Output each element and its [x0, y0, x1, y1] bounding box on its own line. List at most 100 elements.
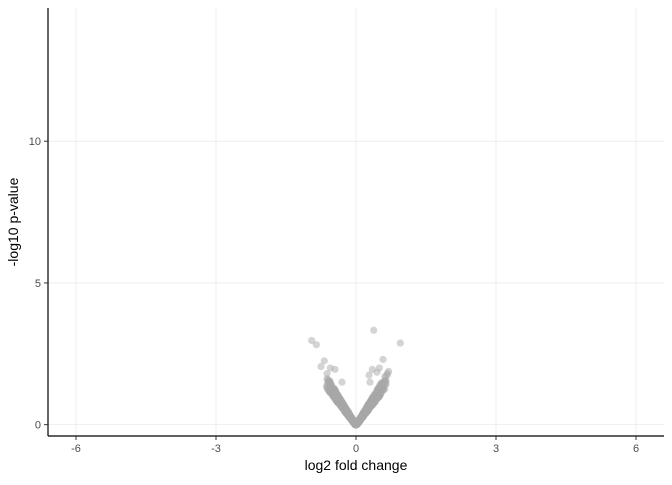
data-point	[333, 393, 342, 401]
data-point	[362, 403, 371, 412]
data-point	[360, 408, 368, 417]
data-point	[365, 405, 373, 414]
data-point	[360, 410, 369, 418]
data-point	[364, 404, 372, 413]
data-point	[372, 390, 380, 398]
data-point	[355, 417, 363, 425]
data-point	[346, 412, 354, 420]
data-point	[352, 421, 361, 429]
data-point	[370, 393, 378, 401]
data-point	[362, 404, 370, 413]
data-point	[325, 386, 334, 394]
data-point	[351, 421, 360, 429]
data-point	[327, 380, 335, 388]
data-point	[360, 410, 368, 418]
data-point	[349, 416, 357, 424]
data-point	[379, 381, 387, 389]
data-point	[333, 392, 341, 400]
data-point	[379, 379, 387, 387]
data-point	[357, 414, 365, 422]
data-point	[366, 402, 374, 411]
data-point	[353, 420, 361, 428]
data-point	[361, 410, 369, 418]
data-point	[328, 388, 336, 396]
data-point	[332, 390, 340, 398]
data-point	[352, 421, 360, 429]
data-point	[364, 404, 373, 412]
data-point	[352, 421, 360, 429]
data-point	[373, 388, 381, 396]
data-point	[346, 414, 354, 422]
data-point	[329, 389, 337, 398]
data-point	[356, 415, 364, 424]
data-point	[344, 408, 352, 416]
data-point	[369, 396, 377, 404]
data-point	[339, 402, 348, 410]
data-point	[347, 413, 355, 422]
data-point	[338, 402, 347, 410]
data-point	[370, 399, 378, 407]
data-point	[342, 407, 350, 415]
data-point	[368, 397, 376, 405]
data-point	[343, 410, 352, 418]
data-point	[336, 398, 344, 406]
data-point	[351, 420, 359, 428]
data-point	[333, 396, 341, 404]
data-point	[352, 421, 360, 429]
data-point	[342, 408, 350, 416]
data-point	[356, 416, 364, 425]
data-point	[338, 403, 346, 411]
data-point	[355, 417, 363, 425]
data-point	[333, 398, 341, 406]
data-point	[352, 421, 360, 429]
data-point	[334, 396, 342, 404]
data-point	[363, 406, 371, 414]
data-point	[343, 410, 351, 418]
data-point	[334, 397, 342, 405]
data-point	[369, 400, 377, 408]
data-point	[362, 406, 370, 414]
data-point	[372, 395, 380, 403]
data-point	[349, 418, 357, 426]
data-point	[367, 396, 375, 405]
data-point	[375, 389, 383, 397]
data-point	[329, 386, 337, 394]
data-point	[356, 415, 364, 424]
data-point	[365, 403, 373, 412]
data-point	[334, 397, 342, 405]
data-point	[351, 420, 359, 428]
data-point	[379, 379, 387, 387]
data-point	[367, 399, 376, 407]
data-point	[364, 403, 373, 411]
data-point	[354, 419, 362, 427]
data-point	[350, 420, 359, 428]
data-point	[373, 385, 381, 394]
data-point	[349, 418, 357, 427]
data-point	[341, 407, 350, 415]
data-point	[336, 395, 344, 404]
data-point	[370, 399, 378, 407]
data-point	[360, 408, 368, 416]
data-point	[352, 420, 360, 429]
data-point	[361, 408, 369, 416]
data-point	[367, 401, 375, 409]
x-axis-title: log2 fold change	[305, 457, 408, 473]
data-point	[369, 393, 377, 401]
data-point	[325, 387, 333, 395]
y-tick-label: 5	[35, 278, 41, 290]
data-point	[347, 413, 355, 422]
data-point	[344, 408, 352, 416]
data-point	[364, 401, 373, 409]
data-point	[361, 407, 370, 416]
data-point	[378, 385, 386, 393]
data-point	[339, 405, 347, 413]
data-point	[333, 395, 341, 403]
data-point	[340, 404, 348, 412]
data-point	[364, 400, 373, 409]
data-point	[361, 408, 369, 417]
data-point	[342, 405, 350, 413]
data-point	[357, 416, 365, 424]
data-point	[367, 399, 375, 407]
data-point	[348, 415, 356, 423]
data-point	[337, 398, 346, 406]
